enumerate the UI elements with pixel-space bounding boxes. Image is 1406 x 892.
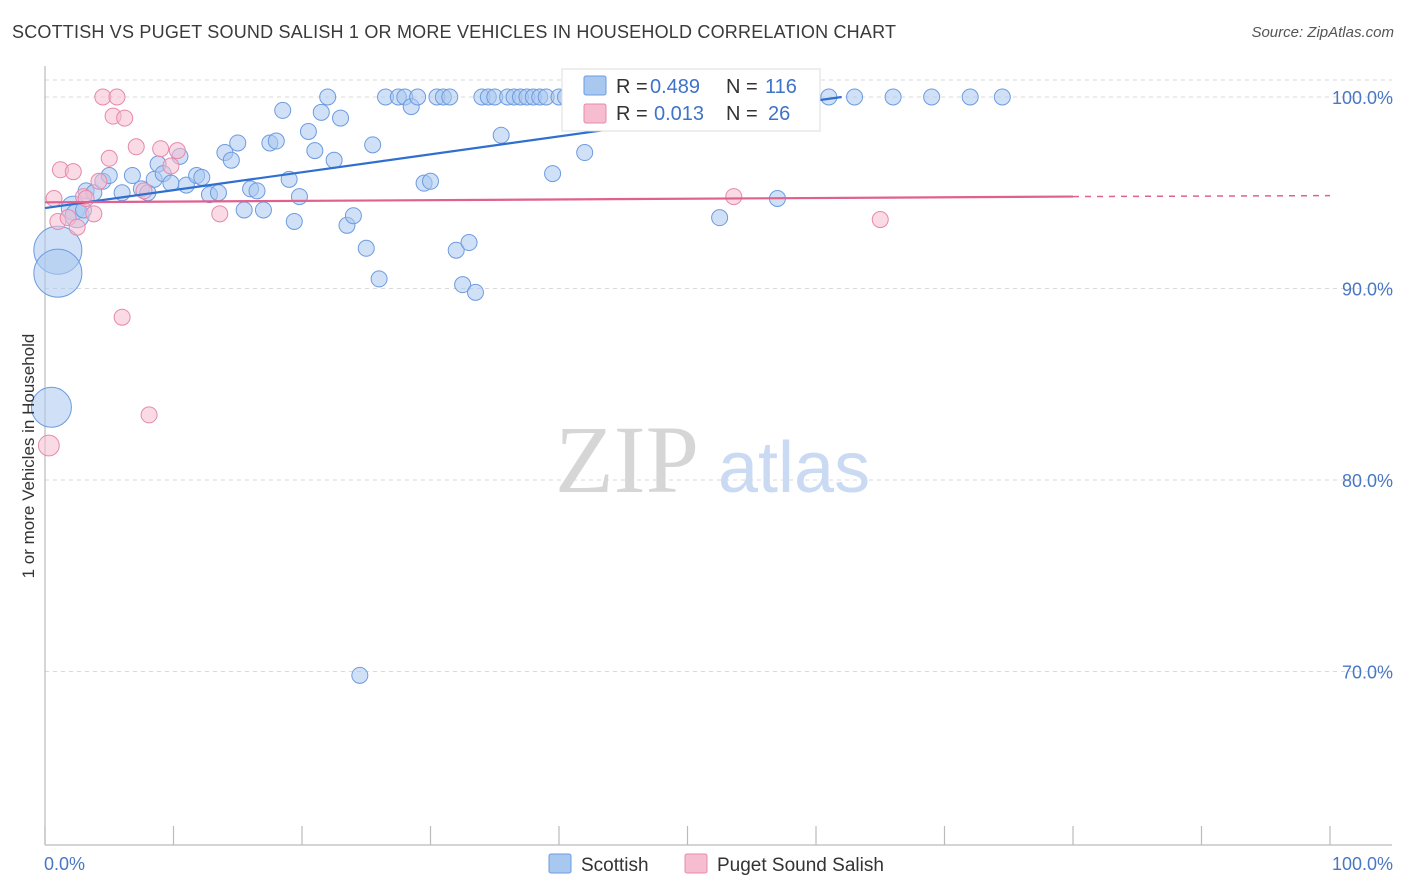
scottish-point-38 [306, 142, 324, 160]
legend-n-label-scottish: N = [726, 76, 758, 98]
x-tick-labels: 0.0% 100.0% [44, 854, 1393, 874]
legend-n-value-salish: 26 [768, 103, 790, 125]
scottish-point-109 [846, 88, 864, 106]
legend-r-value-salish: 0.013 [654, 103, 704, 125]
legend-swatch-salish [583, 103, 607, 124]
scottish-point-39 [312, 103, 330, 121]
chart-title: SCOTTISH VS PUGET SOUND SALISH 1 OR MORE… [12, 22, 897, 42]
scottish-point-45 [351, 666, 369, 684]
scottish-point-55 [422, 172, 439, 190]
scottish-point-27 [235, 201, 253, 219]
salish-point-23 [725, 188, 743, 206]
scottish-point-79 [576, 144, 594, 162]
salish-points [37, 88, 889, 457]
scottish-point-74 [544, 165, 562, 183]
salish-point-18 [135, 182, 153, 200]
scottish-point-58 [441, 88, 459, 106]
scottish-point-46 [357, 239, 375, 257]
salish-trend-line-dashed [1072, 194, 1331, 198]
salish-point-21 [168, 142, 186, 160]
y-tick-label-0: 100.0% [1332, 88, 1393, 108]
scottish-point-29 [248, 182, 266, 200]
salish-point-12 [100, 149, 118, 167]
scottish-point-40 [319, 88, 337, 106]
bottom-legend-swatch-salish [684, 853, 708, 874]
scottish-point-60 [454, 276, 472, 294]
scottish-point-41 [325, 151, 343, 169]
legend-r-label-scottish: R = [616, 76, 648, 98]
scottish-point-37 [299, 122, 317, 140]
scottish-point-100 [711, 209, 729, 227]
scottish-point-11 [123, 167, 141, 185]
scottish-point-23 [209, 184, 227, 202]
scottish-point-2 [30, 386, 72, 428]
scottish-point-1 [33, 248, 83, 298]
watermark: ZIP atlas [555, 406, 870, 513]
legend-r-label-salish: R = [616, 103, 648, 125]
legend-box: R = 0.489 N = 116 R = 0.013 N = 26 [561, 68, 821, 132]
scottish-point-47 [364, 136, 382, 154]
salish-point-24 [871, 211, 889, 229]
scottish-point-44 [344, 207, 362, 225]
bottom-legend-scottish: Scottish [581, 855, 649, 876]
scottish-point-111 [923, 88, 941, 106]
salish-point-6 [68, 218, 86, 236]
salish-point-14 [108, 88, 126, 106]
salish-point-20 [152, 140, 170, 158]
grid-lines [45, 79, 1392, 672]
salish-point-5 [64, 163, 82, 181]
salish-point-9 [85, 205, 103, 223]
scottish-point-32 [267, 132, 285, 150]
legend-swatch-scottish [583, 75, 607, 96]
x-tick-label-0: 0.0% [44, 854, 85, 874]
scottish-point-36 [290, 188, 308, 206]
scottish-point-33 [274, 101, 292, 119]
scottish-point-66 [492, 126, 510, 144]
salish-point-10 [90, 172, 108, 190]
y-tick-labels: 100.0% 90.0% 80.0% 70.0% [1332, 88, 1393, 683]
bottom-legend-swatch-scottish [548, 853, 572, 874]
salish-point-16 [116, 109, 134, 127]
scottish-points [30, 88, 1011, 684]
watermark-zip: ZIP [555, 406, 699, 513]
scottish-point-110 [884, 88, 902, 106]
scottish-point-35 [285, 212, 303, 230]
bottom-legend-salish: Puget Sound Salish [717, 855, 884, 876]
salish-point-19 [140, 406, 158, 424]
salish-point-11 [94, 88, 112, 106]
scottish-point-42 [332, 109, 350, 127]
salish-point-0 [37, 434, 60, 457]
bottom-legend: Scottish Puget Sound Salish [548, 853, 884, 876]
legend-r-value-scottish: 0.489 [650, 76, 700, 98]
scottish-point-112 [961, 88, 979, 106]
scottish-point-25 [222, 151, 240, 169]
legend-n-label-salish: N = [726, 103, 758, 125]
scottish-point-113 [993, 88, 1011, 106]
scottish-point-21 [193, 168, 211, 186]
salish-point-22 [211, 205, 229, 223]
salish-point-1 [45, 189, 63, 207]
scottish-point-26 [229, 134, 247, 152]
x-tick-label-1: 100.0% [1332, 854, 1393, 874]
salish-point-15 [113, 308, 131, 326]
y-axis-title: 1 or more Vehicles in Household [19, 334, 38, 579]
chart-source: Source: ZipAtlas.com [1251, 24, 1394, 41]
salish-point-17 [127, 138, 145, 156]
scottish-point-62 [466, 283, 484, 301]
y-tick-label-2: 80.0% [1342, 471, 1393, 491]
salish-point-25 [162, 157, 180, 175]
scottish-point-61 [460, 234, 478, 252]
y-tick-label-1: 90.0% [1342, 280, 1393, 300]
scottish-point-53 [409, 88, 427, 106]
scottish-point-59 [447, 241, 465, 259]
scottish-point-48 [370, 270, 388, 288]
y-tick-label-3: 70.0% [1342, 663, 1393, 683]
salish-trend-line [44, 195, 1074, 204]
watermark-atlas: atlas [718, 428, 870, 508]
scottish-point-30 [254, 201, 272, 219]
legend-n-value-scottish: 116 [765, 76, 797, 98]
